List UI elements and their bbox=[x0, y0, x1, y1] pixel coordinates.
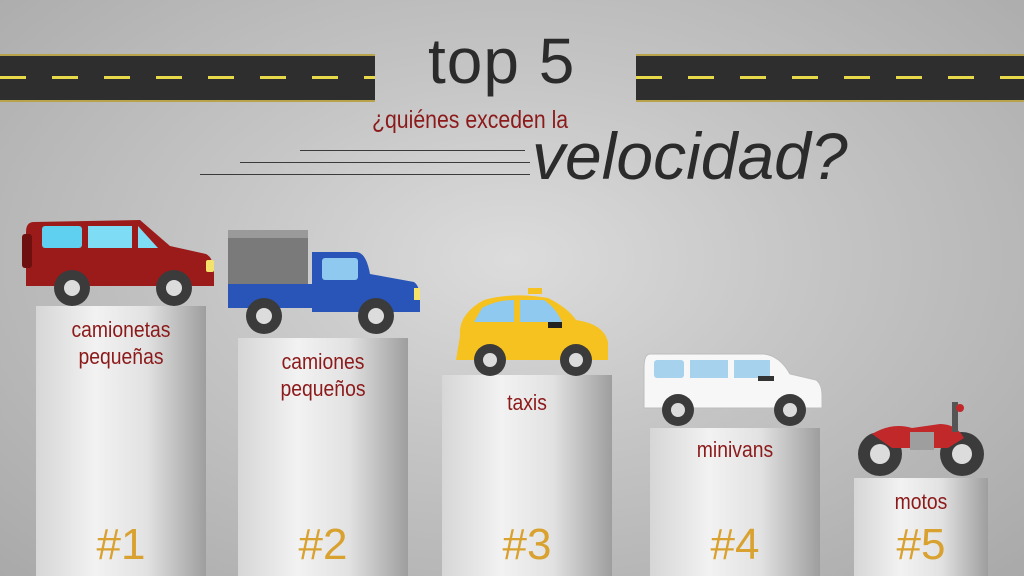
category-label: minivans bbox=[696, 437, 774, 462]
road-right bbox=[636, 54, 1024, 102]
rank-number: #5 bbox=[896, 520, 946, 569]
speed-line bbox=[200, 174, 530, 175]
speed-line bbox=[300, 150, 525, 151]
page-subtitle-emphasis: velocidad? bbox=[532, 119, 848, 193]
pedestal-2: camiones pequeños #2 bbox=[238, 338, 408, 576]
pedestal-1: camionetas pequeñas #1 bbox=[36, 306, 206, 576]
category-label: taxis bbox=[507, 390, 547, 415]
rank-number: #4 bbox=[710, 520, 760, 569]
motorcycle-icon bbox=[858, 402, 984, 476]
taxi-icon bbox=[456, 288, 608, 376]
category-label: camionetas pequeñas bbox=[46, 316, 196, 370]
road-left bbox=[0, 54, 375, 102]
page-subtitle: ¿quiénes exceden la bbox=[372, 106, 569, 134]
suv-icon bbox=[22, 220, 214, 306]
page-title: top 5 bbox=[428, 25, 576, 97]
category-label: camiones pequeños bbox=[248, 348, 398, 402]
pedestal-3: taxis #3 bbox=[442, 375, 612, 576]
speed-line bbox=[240, 162, 530, 163]
category-label-line: pequeños bbox=[280, 376, 366, 401]
rank-number: #3 bbox=[502, 520, 552, 569]
pedestal-5: motos #5 bbox=[854, 478, 988, 576]
category-label: motos bbox=[894, 489, 948, 514]
pickup-truck-icon bbox=[228, 230, 420, 334]
category-label-line: camionetas bbox=[71, 317, 171, 342]
category-label-line: camiones bbox=[281, 349, 365, 374]
pedestal-4: minivans #4 bbox=[650, 428, 820, 576]
rank-number: #2 bbox=[298, 520, 348, 569]
rank-number: #1 bbox=[96, 520, 146, 569]
minivan-icon bbox=[643, 353, 823, 426]
category-label-line: pequeñas bbox=[78, 344, 164, 369]
